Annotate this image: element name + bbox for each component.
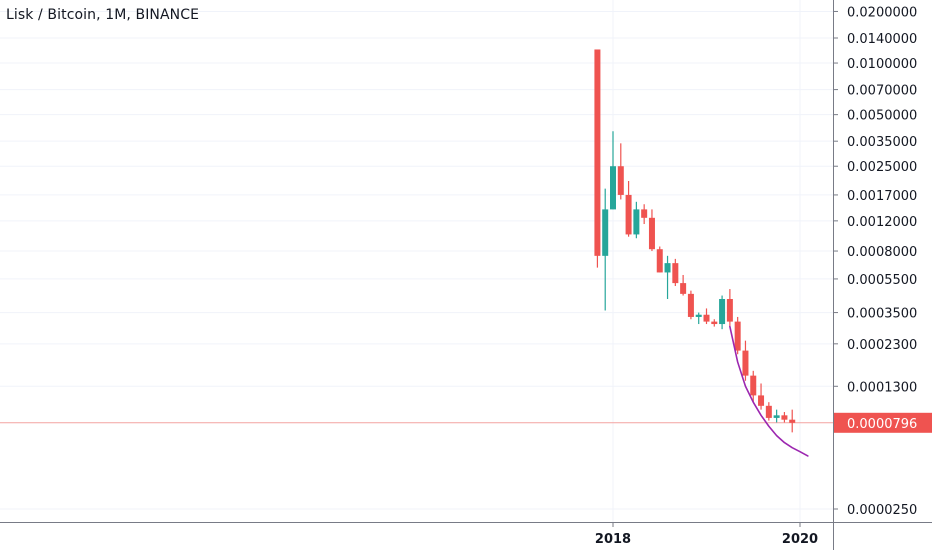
candle[interactable]: [781, 412, 788, 423]
candle-body: [594, 49, 601, 256]
y-axis[interactable]: 0.0200000 0.0140000 0.0100000 0.0070000 0.00…: [833, 5, 917, 518]
candle[interactable]: [672, 258, 679, 287]
candle[interactable]: [719, 295, 726, 330]
candle[interactable]: [789, 409, 796, 433]
candle[interactable]: [656, 246, 663, 273]
candle-body: [765, 405, 772, 418]
candle[interactable]: [734, 316, 741, 355]
candle-body: [711, 321, 718, 325]
y-tick-label: 0.0000250: [847, 503, 917, 518]
candle-body: [680, 283, 687, 294]
candle-body: [781, 415, 788, 420]
chart-title: Lisk / Bitcoin, 1M, BINANCE: [6, 7, 200, 23]
grid: [0, 0, 833, 522]
y-tick-label: 0.0100000: [847, 57, 917, 72]
y-tick-label: 0.0025000: [847, 160, 917, 175]
y-tick-label: 0.0017000: [847, 189, 917, 204]
candle[interactable]: [680, 274, 687, 296]
candle[interactable]: [633, 201, 640, 239]
candle-body: [641, 209, 648, 218]
candle-body: [602, 209, 609, 256]
candle-body: [742, 350, 749, 376]
current-price-label: 0.0000796: [847, 417, 917, 432]
candle[interactable]: [625, 180, 632, 237]
candle[interactable]: [695, 312, 702, 325]
candle-body: [648, 217, 655, 250]
candle-body: [703, 314, 710, 322]
y-tick-label: 0.0003500: [847, 307, 917, 322]
candle-body: [726, 298, 733, 322]
candle-body: [625, 194, 632, 235]
candle-body: [758, 395, 765, 406]
candles: [594, 49, 796, 433]
candle-body: [750, 375, 757, 396]
candle[interactable]: [602, 188, 609, 311]
candle-body: [664, 263, 671, 273]
candle-body: [610, 166, 616, 210]
candle[interactable]: [648, 209, 655, 252]
candle[interactable]: [711, 319, 718, 327]
candle[interactable]: [750, 370, 757, 403]
candle[interactable]: [765, 402, 772, 421]
candle[interactable]: [687, 290, 694, 320]
x-tick-label: 2018: [595, 532, 631, 547]
candle[interactable]: [758, 383, 765, 410]
candle-body: [719, 298, 726, 325]
y-tick-label: 0.0005500: [847, 273, 917, 288]
current-price-badge: 0.0000796: [834, 412, 932, 433]
candle-body: [617, 166, 624, 195]
candle[interactable]: [641, 204, 648, 225]
candle[interactable]: [610, 131, 616, 210]
current-price-badge-bg: [834, 412, 932, 433]
candle-body: [656, 249, 663, 273]
y-tick-label: 0.0200000: [847, 5, 917, 20]
candle-body: [773, 415, 780, 418]
candle[interactable]: [773, 409, 780, 423]
candle-body: [687, 293, 694, 317]
trend-curve: [729, 325, 809, 457]
x-tick-label: 2020: [782, 532, 818, 547]
candle-body: [633, 209, 640, 235]
y-tick-label: 0.0002300: [847, 338, 917, 353]
y-tick-label: 0.0008000: [847, 245, 917, 260]
y-tick-label: 0.0012000: [847, 215, 917, 230]
candle[interactable]: [594, 49, 601, 268]
x-axis[interactable]: 2018 2020: [595, 522, 818, 547]
y-tick-label: 0.0070000: [847, 84, 917, 99]
candle[interactable]: [703, 308, 710, 325]
y-tick-label: 0.0140000: [847, 32, 917, 47]
y-tick-label: 0.0050000: [847, 109, 917, 124]
y-tick-label: 0.0001300: [847, 380, 917, 395]
candle-body: [695, 314, 702, 317]
candle-body: [734, 321, 741, 351]
candle[interactable]: [664, 255, 671, 299]
candle-body: [789, 419, 796, 423]
candle[interactable]: [617, 143, 624, 200]
candle[interactable]: [726, 289, 733, 327]
y-tick-label: 0.0035000: [847, 135, 917, 150]
candle[interactable]: [742, 340, 749, 381]
candle-body: [672, 263, 679, 284]
